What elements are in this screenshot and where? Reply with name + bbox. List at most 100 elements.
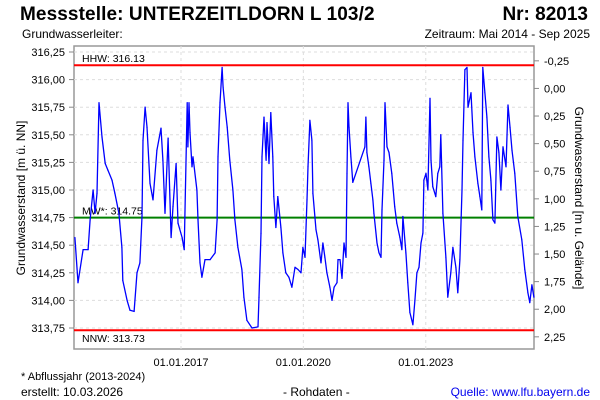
data-point (464, 69, 466, 71)
data-point (352, 181, 354, 183)
data-point (77, 282, 79, 284)
data-point (514, 172, 516, 174)
data-point (527, 292, 529, 294)
raw-data-label: - Rohdaten - (283, 385, 350, 399)
data-point (144, 106, 146, 108)
data-point (216, 219, 218, 221)
y-tick-label: 314,00 (31, 295, 65, 307)
data-point (422, 232, 424, 234)
y-tick-label: 313,75 (31, 323, 65, 335)
data-point (160, 127, 162, 129)
data-point (405, 252, 407, 254)
data-point (118, 212, 120, 214)
y-right-tick-label: 0,00 (544, 83, 565, 95)
data-point (343, 242, 345, 244)
data-point (226, 126, 228, 128)
reference-lines: HHW: 316.13 MW*: 314.75 NNW: 313.73 (74, 53, 534, 345)
data-point (167, 137, 169, 139)
data-point (170, 236, 172, 239)
y-axis-label-left: Grundwasserstand [m ü. NN] (14, 121, 28, 276)
data-point (457, 292, 459, 294)
data-point (129, 309, 131, 311)
data-point (442, 212, 444, 214)
data-point (477, 182, 479, 184)
data-point (409, 311, 411, 314)
y-right-tick-label: 1,50 (544, 249, 565, 261)
data-point (101, 136, 103, 138)
data-point (486, 116, 488, 118)
y-right-tick-label: 1,00 (544, 194, 565, 206)
plot-area (73, 45, 535, 350)
data-point (376, 242, 378, 244)
data-point (146, 126, 148, 128)
data-point (191, 166, 193, 168)
data-point (139, 262, 141, 264)
data-point (177, 222, 179, 224)
data-point (447, 296, 449, 298)
data-point (234, 219, 236, 221)
data-point (304, 256, 306, 258)
data-point (74, 236, 76, 239)
data-point (373, 212, 375, 214)
data-point (183, 249, 185, 251)
axis-ticks: 316,25 316,00 315,75 315,50 315,25 315,00 314,… (31, 47, 569, 369)
data-point (270, 112, 272, 114)
data-point (199, 262, 201, 264)
data-point (437, 172, 439, 174)
data-point (196, 189, 198, 191)
data-point (219, 102, 221, 104)
reference-label-nnw: NNW: 313.73 (82, 333, 145, 345)
data-point (386, 146, 388, 148)
y-tick-label: 315,00 (31, 185, 65, 197)
data-point (268, 162, 270, 165)
data-point (277, 196, 279, 198)
data-point (224, 106, 226, 108)
data-point (511, 149, 513, 151)
data-point (420, 242, 422, 244)
data-point (490, 179, 492, 181)
data-point (197, 219, 199, 221)
data-point (461, 189, 463, 191)
data-point (273, 196, 275, 198)
data-point (251, 327, 253, 329)
data-point (462, 139, 464, 141)
data-point (126, 299, 128, 301)
data-point (309, 119, 311, 121)
aquifer-label: Grundwasserleiter: (22, 27, 123, 41)
data-point (188, 102, 190, 104)
data-point (326, 272, 328, 274)
source-link[interactable]: Quelle: www.lfu.bayern.de (450, 385, 590, 399)
data-point (201, 276, 203, 278)
data-point (492, 219, 494, 221)
data-point (517, 215, 519, 218)
data-point (445, 256, 447, 258)
y-right-tick-label: 0,75 (544, 166, 565, 178)
data-point (141, 215, 143, 218)
data-point (418, 266, 420, 268)
data-point (307, 166, 309, 168)
y-tick-label: 314,50 (31, 240, 65, 252)
data-point (104, 162, 106, 165)
data-point (348, 126, 350, 128)
data-point (87, 249, 89, 251)
y-right-tick-label: 1,75 (544, 277, 565, 289)
data-point (466, 66, 468, 69)
y-tick-label: 316,00 (31, 75, 65, 87)
y-right-tick-label: 1,25 (544, 221, 565, 233)
y-tick-label: 316,25 (31, 47, 65, 59)
data-point (425, 172, 427, 174)
data-point (459, 259, 461, 261)
data-point (297, 268, 299, 271)
y-right-tick-label: 0,25 (544, 111, 565, 123)
data-point (470, 92, 472, 94)
y-tick-label: 315,75 (31, 102, 65, 114)
data-point (175, 162, 177, 165)
data-point (136, 272, 138, 274)
y-right-tick-label: 2,25 (544, 332, 565, 344)
data-point (472, 132, 474, 134)
data-point (221, 66, 223, 69)
data-point (396, 222, 398, 224)
data-point (333, 286, 335, 288)
data-point (246, 319, 248, 321)
